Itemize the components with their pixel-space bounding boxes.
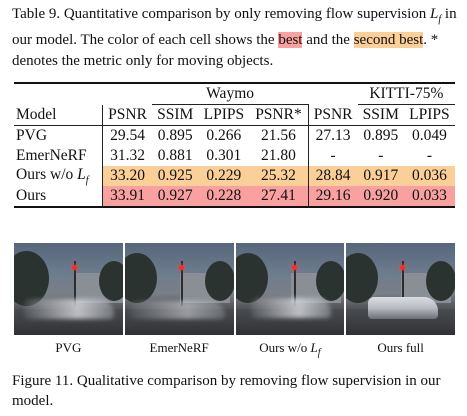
column-header-psnr: PSNR [307,104,358,126]
column-header-psnr-moving: PSNR* [249,104,308,126]
model-name: PVG [14,125,103,146]
caption-math-sub: f [438,14,442,25]
table-cell: 0.228 [198,186,250,209]
column-header-lpips: LPIPS [198,104,250,126]
group-header-waymo: Waymo [152,82,308,105]
figure-caption: Figure 11. Qualitative comparison by rem… [12,373,441,409]
table-cell: 0.925 [152,166,199,187]
table-cell: 29.54 [110,127,145,144]
table-cell: 0.920 [357,186,404,209]
model-name: Ours [14,186,103,209]
table-cell: 33.91 [102,186,153,209]
table-cell: - [426,147,432,164]
image-label-pvg: PVG [55,340,82,355]
group-header-kitti: KITTI-75% [357,82,455,105]
image-labels: PVG EmerNeRF Ours w/o Lf Ours full [14,340,455,359]
table-cell: 21.56 [261,127,296,144]
table-row: EmerNeRF 31.32 0.881 0.301 21.80 - - - [14,146,455,166]
column-header-ssim: SSIM [152,104,199,126]
table-cell: - [307,146,358,166]
results-table: Waymo KITTI-75% Model PSNR SSIM LPIPS PS… [14,82,455,209]
table-cell: 31.32 [110,147,145,164]
column-header-ssim: SSIM [357,104,404,126]
table-cell: 0.229 [198,166,250,187]
table-row: Ours w/o Lf 33.20 0.925 0.229 25.32 28.8… [14,166,455,187]
table-cell: 21.80 [261,147,296,164]
table-cell: 0.927 [152,186,199,209]
caption-text: in our model. The color of each cell sho… [12,6,457,48]
model-name: Ours w/o Lf [14,166,103,187]
best-highlight-label: best [278,32,303,48]
table-cell: 0.895 [363,127,399,144]
table-cell: 25.32 [249,166,308,187]
image-label-ours-without-flow: Ours w/o Lf [259,340,321,359]
table-cell: 0.036 [403,166,455,187]
result-image-ours-full [346,243,455,335]
result-image-emernerf [124,243,234,335]
result-image-ours-without-flow [235,243,345,335]
qualitative-image-strip [14,243,455,335]
table-cell: 0.301 [206,147,242,164]
column-header-model: Model [14,104,103,126]
table-cell: 27.41 [249,186,308,209]
caption-text: Table 9. Quantitative comparison by only… [12,6,431,22]
table-cell: 29.16 [307,186,358,209]
second-best-highlight-label: second best [353,32,424,48]
table-cell: 0.881 [157,147,193,164]
column-header-lpips: LPIPS [403,104,455,126]
table-cell: 28.84 [307,166,358,187]
result-image-pvg [14,243,123,335]
table-cell: 0.049 [411,127,447,144]
image-label-emernerf: EmerNeRF [149,340,209,355]
model-name: EmerNeRF [14,146,103,166]
caption-math: L [430,6,439,22]
table-cell: - [378,147,384,164]
image-label-ours-full: Ours full [377,340,424,355]
table-cell: 33.20 [102,166,153,187]
table-row: Ours 33.91 0.927 0.228 27.41 29.16 0.920… [14,186,455,209]
table-cell: 0.895 [157,127,193,144]
column-header-psnr: PSNR [102,104,153,126]
caption-text: . * denotes the metric only for moving o… [12,32,439,69]
table-row: PVG 29.54 0.895 0.266 21.56 27.13 0.895 … [14,125,455,146]
table-cell: 0.266 [206,127,242,144]
table-caption: Table 9. Quantitative comparison by only… [12,4,460,72]
table-cell: 0.033 [403,186,455,209]
table-cell: 27.13 [307,125,358,146]
caption-text: and the [302,32,354,48]
table-cell: 0.917 [357,166,404,187]
